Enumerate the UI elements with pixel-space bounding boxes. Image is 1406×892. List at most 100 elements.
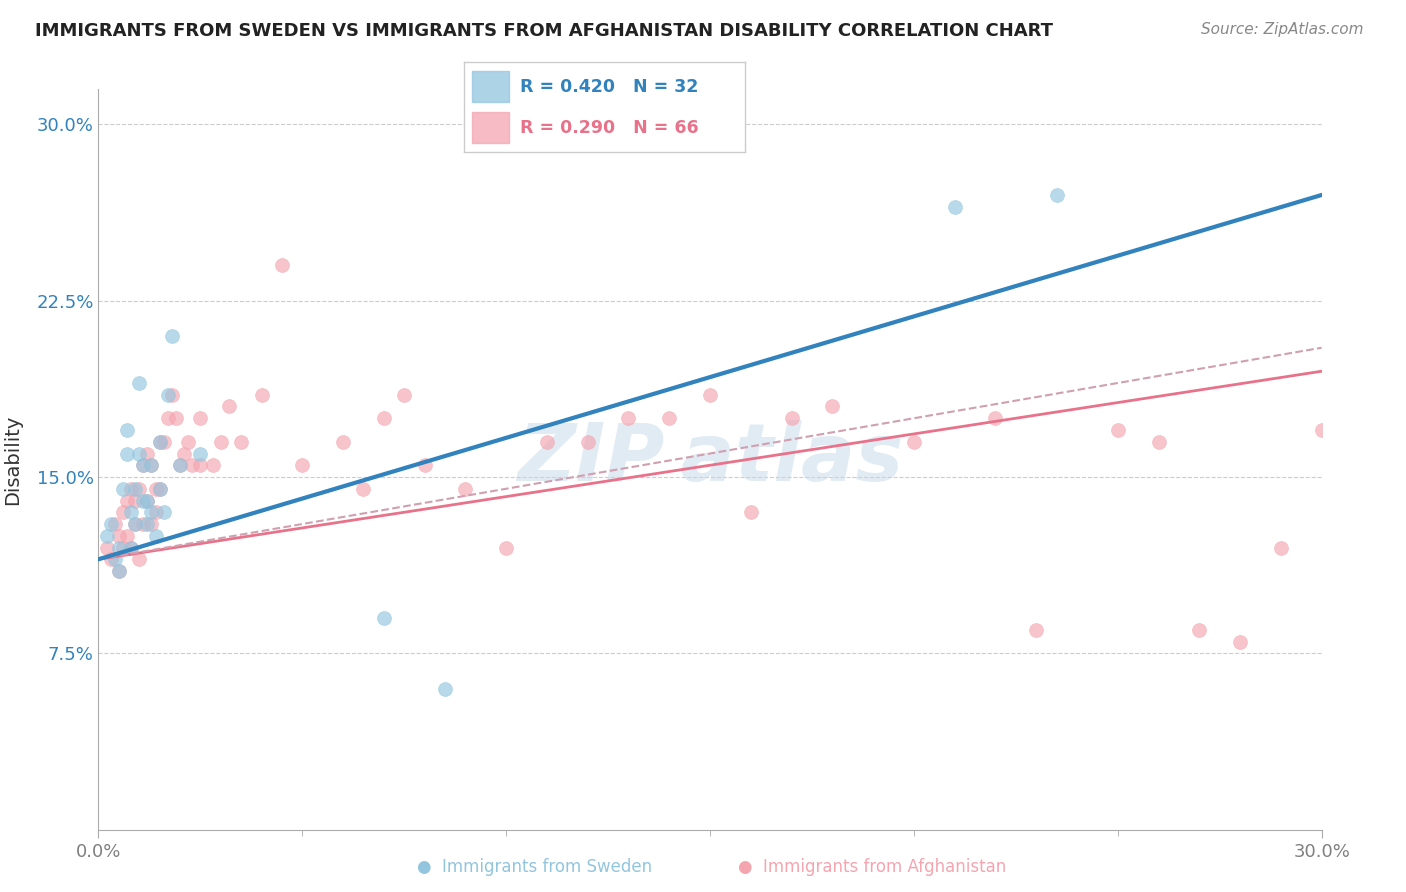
Point xyxy=(149,434,172,449)
Point xyxy=(149,482,172,496)
Bar xyxy=(472,71,509,102)
Point xyxy=(984,411,1007,425)
Point xyxy=(943,200,966,214)
Point xyxy=(145,482,167,496)
Point xyxy=(128,376,150,390)
Point xyxy=(1310,423,1333,437)
Point xyxy=(169,458,191,473)
Point xyxy=(149,482,172,496)
Point xyxy=(156,411,179,425)
Point xyxy=(100,552,122,566)
Point xyxy=(434,681,457,696)
Text: ●  Immigrants from Afghanistan: ● Immigrants from Afghanistan xyxy=(738,858,1005,876)
Point xyxy=(392,388,416,402)
Point xyxy=(177,434,200,449)
Text: Source: ZipAtlas.com: Source: ZipAtlas.com xyxy=(1201,22,1364,37)
Point xyxy=(115,423,138,437)
Point xyxy=(136,493,159,508)
Point xyxy=(132,458,155,473)
Point xyxy=(1147,434,1170,449)
Point xyxy=(128,552,150,566)
Point xyxy=(352,482,374,496)
Point xyxy=(373,611,395,625)
Text: ●  Immigrants from Sweden: ● Immigrants from Sweden xyxy=(416,858,652,876)
Point xyxy=(104,552,127,566)
Point xyxy=(218,400,240,414)
Point xyxy=(188,446,212,460)
Point xyxy=(780,411,803,425)
Point xyxy=(115,446,138,460)
Point xyxy=(156,388,179,402)
Point xyxy=(188,458,212,473)
Text: R = 0.290   N = 66: R = 0.290 N = 66 xyxy=(520,119,699,136)
Point xyxy=(145,505,167,519)
Point xyxy=(128,446,150,460)
Point xyxy=(576,434,599,449)
Point xyxy=(136,446,159,460)
Point xyxy=(145,529,167,543)
Point xyxy=(132,516,155,531)
Point xyxy=(141,505,163,519)
Point xyxy=(181,458,204,473)
Point xyxy=(111,482,134,496)
Point xyxy=(165,411,187,425)
Point xyxy=(120,541,142,555)
Point xyxy=(495,541,517,555)
Point xyxy=(209,434,232,449)
Point xyxy=(132,493,155,508)
Point xyxy=(124,482,146,496)
Point xyxy=(658,411,681,425)
Point xyxy=(1188,623,1211,637)
Point xyxy=(1229,634,1251,648)
Point xyxy=(124,493,146,508)
Point xyxy=(173,446,195,460)
Text: ZIP atlas: ZIP atlas xyxy=(517,420,903,499)
Point xyxy=(169,458,191,473)
Point xyxy=(740,505,762,519)
Point xyxy=(132,458,155,473)
Point xyxy=(160,329,183,343)
Point xyxy=(250,388,273,402)
Point xyxy=(108,541,131,555)
Text: IMMIGRANTS FROM SWEDEN VS IMMIGRANTS FROM AFGHANISTAN DISABILITY CORRELATION CHA: IMMIGRANTS FROM SWEDEN VS IMMIGRANTS FRO… xyxy=(35,22,1053,40)
Point xyxy=(617,411,640,425)
Point xyxy=(115,529,138,543)
Point xyxy=(413,458,436,473)
Point xyxy=(291,458,314,473)
Point xyxy=(699,388,721,402)
Point xyxy=(136,516,159,531)
Point xyxy=(136,493,159,508)
Point xyxy=(903,434,925,449)
Y-axis label: Disability: Disability xyxy=(3,414,22,505)
Point xyxy=(120,541,142,555)
Point xyxy=(124,516,146,531)
Point xyxy=(96,541,118,555)
Point xyxy=(108,564,131,578)
Point xyxy=(124,516,146,531)
Point xyxy=(332,434,354,449)
Point xyxy=(111,541,134,555)
Point xyxy=(108,564,131,578)
Point xyxy=(120,505,142,519)
Point xyxy=(454,482,477,496)
Point xyxy=(141,516,163,531)
Point xyxy=(100,516,122,531)
Point xyxy=(141,458,163,473)
Point xyxy=(128,482,150,496)
Point xyxy=(821,400,844,414)
Point xyxy=(141,458,163,473)
Point xyxy=(1025,623,1047,637)
Point xyxy=(373,411,395,425)
Point xyxy=(1270,541,1292,555)
Point xyxy=(111,505,134,519)
Point xyxy=(201,458,224,473)
Point xyxy=(188,411,212,425)
Point xyxy=(120,482,142,496)
Point xyxy=(115,493,138,508)
Point xyxy=(108,529,131,543)
Point xyxy=(149,434,172,449)
Point xyxy=(536,434,558,449)
Point xyxy=(96,529,118,543)
Point xyxy=(231,434,253,449)
Point xyxy=(152,505,174,519)
